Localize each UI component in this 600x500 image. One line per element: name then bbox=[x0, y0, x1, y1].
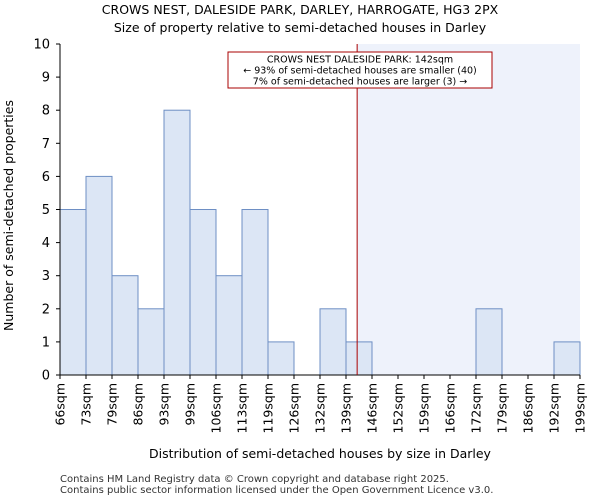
y-tick-label: 3 bbox=[42, 269, 50, 284]
x-tick-label: 192sqm bbox=[547, 383, 562, 433]
annotation-line: CROWS NEST DALESIDE PARK: 142sqm bbox=[267, 55, 453, 66]
y-tick-label: 2 bbox=[42, 302, 50, 317]
x-tick-label: 86sqm bbox=[131, 383, 146, 426]
x-tick-label: 159sqm bbox=[417, 383, 432, 433]
x-tick-label: 73sqm bbox=[79, 383, 94, 426]
annotation-box bbox=[227, 51, 493, 89]
chart-subtitle: Size of property relative to semi-detach… bbox=[113, 20, 487, 35]
x-tick-label: 106sqm bbox=[209, 383, 224, 433]
y-tick-label: 9 bbox=[42, 71, 50, 86]
histogram-bar bbox=[189, 209, 217, 376]
histogram-bar bbox=[475, 308, 503, 376]
x-axis-label: Distribution of semi-detached houses by … bbox=[149, 446, 492, 461]
x-tick-label: 93sqm bbox=[157, 383, 172, 426]
x-tick-label: 172sqm bbox=[469, 383, 484, 433]
y-tick-label: 6 bbox=[42, 170, 50, 185]
x-tick-label: 126sqm bbox=[287, 383, 302, 433]
histogram-bar bbox=[267, 341, 295, 376]
histogram-bar bbox=[345, 341, 373, 376]
highlight-region bbox=[357, 44, 580, 375]
footer-line-2: Contains public sector information licen… bbox=[60, 485, 494, 496]
x-tick-label: 99sqm bbox=[183, 383, 198, 426]
y-tick-label: 8 bbox=[42, 104, 50, 119]
y-tick-label: 4 bbox=[42, 236, 50, 251]
histogram-bar bbox=[59, 209, 87, 376]
x-tick-label: 166sqm bbox=[443, 383, 458, 433]
histogram-bar bbox=[111, 275, 139, 376]
x-tick-label: 179sqm bbox=[495, 383, 510, 433]
histogram-bar bbox=[241, 209, 269, 376]
annotation-line: ← 93% of semi-detached houses are smalle… bbox=[243, 66, 477, 77]
histogram-bar bbox=[85, 175, 113, 376]
x-tick-label: 79sqm bbox=[105, 383, 120, 426]
y-tick-label: 1 bbox=[42, 335, 50, 350]
y-tick-label: 10 bbox=[33, 38, 50, 53]
y-tick-label: 0 bbox=[42, 369, 50, 384]
x-tick-label: 139sqm bbox=[339, 383, 354, 433]
chart-title: CROWS NEST, DALESIDE PARK, DARLEY, HARRO… bbox=[101, 2, 499, 17]
x-tick-label: 119sqm bbox=[261, 383, 276, 433]
y-tick-label: 7 bbox=[42, 137, 50, 152]
x-tick-label: 152sqm bbox=[391, 383, 406, 433]
histogram-bar bbox=[137, 308, 165, 376]
x-tick-label: 186sqm bbox=[521, 383, 536, 433]
histogram-bar bbox=[163, 109, 191, 376]
footer-line-1: Contains HM Land Registry data © Crown c… bbox=[60, 474, 449, 485]
histogram-bar bbox=[215, 275, 243, 376]
histogram-bar bbox=[319, 308, 347, 376]
x-tick-label: 113sqm bbox=[235, 383, 250, 433]
x-tick-label: 66sqm bbox=[53, 383, 68, 426]
y-axis-label: Number of semi-detached properties bbox=[1, 100, 16, 331]
annotation-line: 7% of semi-detached houses are larger (3… bbox=[253, 77, 467, 88]
x-tick-label: 199sqm bbox=[573, 383, 588, 433]
y-tick-label: 5 bbox=[42, 203, 50, 218]
histogram-bar bbox=[553, 341, 581, 376]
x-tick-label: 132sqm bbox=[313, 383, 328, 433]
x-tick-label: 146sqm bbox=[365, 383, 380, 433]
